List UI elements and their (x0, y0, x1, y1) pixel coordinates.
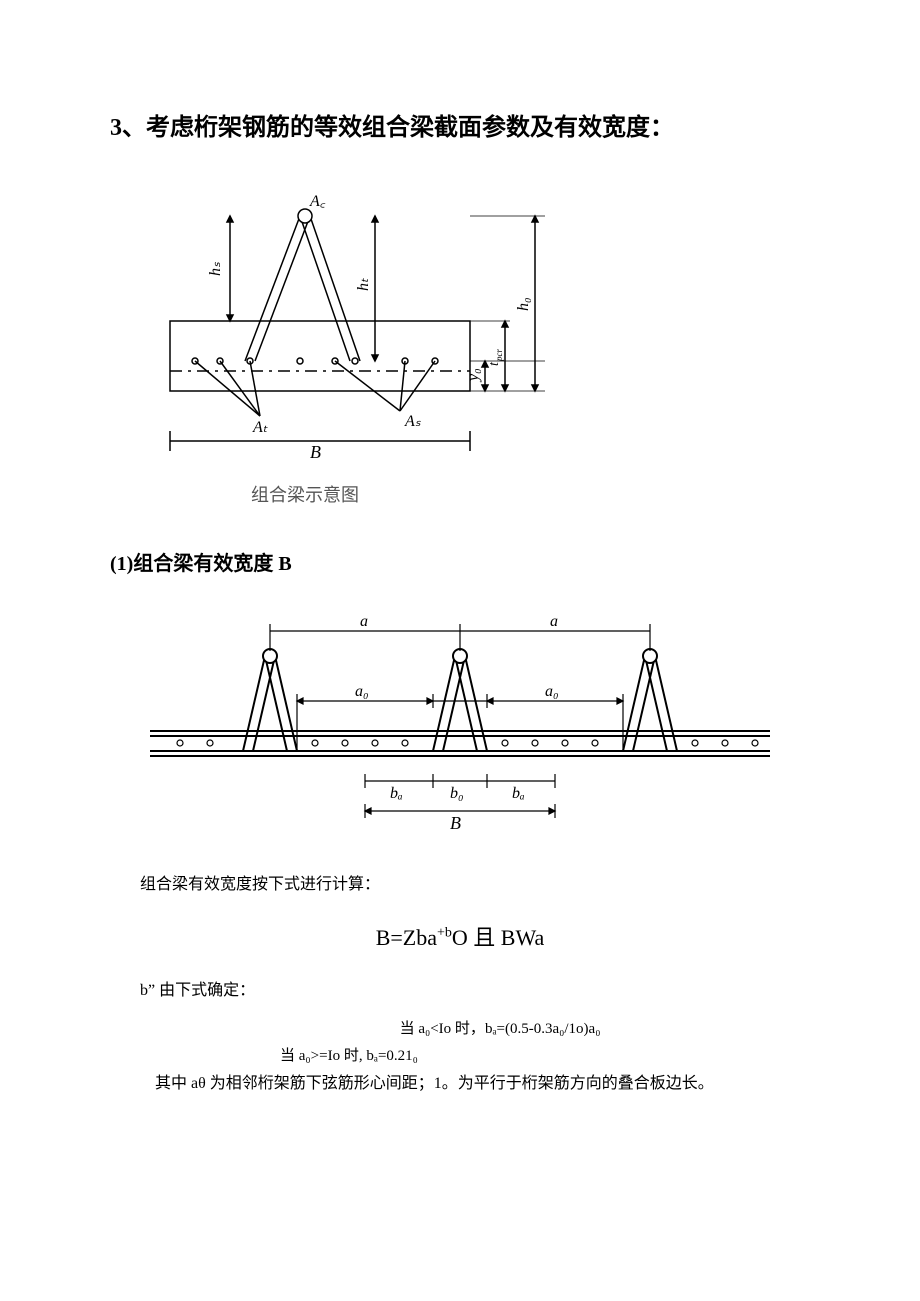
document-page: 3、考虑桁架钢筋的等效组合梁截面参数及有效宽度： (0, 0, 920, 1301)
formula-case-2: 当 a₀>=Io 时, bₐ=0.21₀ (110, 1043, 810, 1070)
case1-prefix: 当 (400, 1021, 419, 1037)
label-B: B (310, 442, 321, 462)
label-tpcr-sub: pcr (494, 349, 504, 362)
label-ba-1: bₐ (390, 785, 403, 802)
case1-expr: bₐ=(0.5-0.3a₀/1o)a₀ (485, 1021, 601, 1037)
figure-2-effective-width: a a a₀ a₀ bₐ b₀ bₐ B (150, 606, 810, 841)
label-a0-2: a₀ (545, 683, 559, 700)
case2-cond: a₀>=Io (299, 1048, 340, 1064)
label-ht: hₜ (355, 278, 372, 291)
fig1-svg: A꜀ Aₜ Aₛ B hₛ hₜ h₀ y₀ t pcr (150, 186, 550, 466)
case1-cond: a₀<Io (418, 1021, 451, 1037)
label-As: Aₛ (404, 413, 422, 430)
fig1-caption: 组合梁示意图 (150, 481, 460, 507)
case1-mid: 时， (451, 1021, 485, 1037)
figure-1-composite-beam: A꜀ Aₜ Aₛ B hₛ hₜ h₀ y₀ t pcr 组合梁示意图 (150, 186, 810, 507)
case2-prefix: 当 (280, 1048, 299, 1064)
formula-main: B=Zba+bO 且 BWa (110, 920, 810, 952)
text-b-def: b” 由下式确定： (140, 977, 810, 1006)
label-a-2: a (550, 613, 558, 630)
section-heading: 3、考虑桁架钢筋的等效组合梁截面参数及有效宽度： (110, 110, 810, 146)
label-At: Aₜ (252, 419, 268, 436)
fig2-svg: a a a₀ a₀ bₐ b₀ bₐ B (150, 606, 770, 836)
label-ba-2: bₐ (512, 785, 525, 802)
formula-case-1: 当 a₀<Io 时，bₐ=(0.5-0.3a₀/1o)a₀ (110, 1016, 810, 1043)
label-y0: y₀ (465, 368, 482, 383)
label-h0: h₀ (515, 297, 532, 311)
label-a-1: a (360, 613, 368, 630)
label-B2: B (450, 813, 461, 833)
label-a0-1: a₀ (355, 683, 369, 700)
formula-main-txt: B=Zba+bO 且 BWa (376, 925, 545, 950)
label-Ac: A꜀ (309, 193, 326, 210)
text-where: 其中 aθ 为相邻桁架筋下弦筋形心间距；1。为平行于桁架筋方向的叠合板边长。 (155, 1070, 810, 1099)
subsection-heading: (1)组合梁有效宽度 B (110, 547, 810, 576)
case2-mid: 时, (340, 1048, 366, 1064)
text-intro: 组合梁有效宽度按下式进行计算： (140, 871, 810, 900)
label-b0: b₀ (450, 785, 464, 802)
label-hs: hₛ (207, 261, 224, 276)
case2-expr: bₐ=0.21₀ (366, 1048, 418, 1064)
